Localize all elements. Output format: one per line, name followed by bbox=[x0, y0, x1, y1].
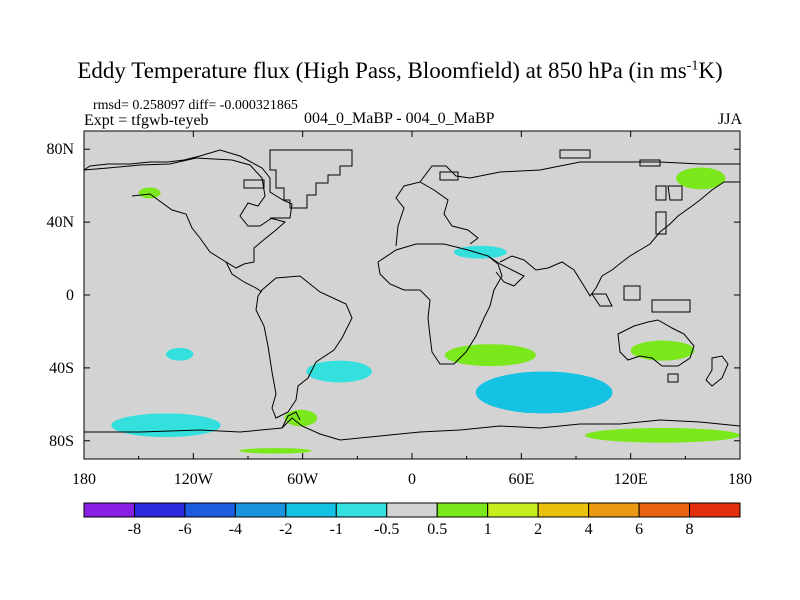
colorbar-swatch bbox=[588, 502, 640, 518]
colorbar-label: 6 bbox=[635, 521, 643, 538]
colorbar-swatch bbox=[285, 502, 337, 518]
region-australia-south-pos bbox=[630, 340, 695, 361]
colorbar-swatch bbox=[386, 502, 438, 518]
colorbar-label: -8 bbox=[128, 521, 141, 538]
x-tick-label: 180 bbox=[72, 471, 96, 488]
coastline-scandinavia bbox=[419, 165, 471, 183]
coastline-north-america-west bbox=[131, 193, 287, 269]
x-tick-label: 180 bbox=[728, 471, 752, 488]
coastline-africa bbox=[377, 243, 503, 365]
chart-title-superscript: -1 bbox=[686, 58, 699, 74]
colorbar-swatch bbox=[689, 502, 741, 518]
region-siberia-pos bbox=[676, 167, 726, 190]
region-antarctic-coast-pos bbox=[585, 428, 740, 443]
coastline-indonesia bbox=[591, 285, 691, 313]
coastline-north-america bbox=[83, 149, 293, 227]
region-s-pacific-neg bbox=[111, 413, 221, 438]
x-axis: 180 120W 60W 0 60E 120E 180 bbox=[72, 131, 752, 488]
coastline-arctic-islands bbox=[243, 149, 661, 189]
coastline-kamchatka bbox=[667, 185, 683, 201]
colorbar-label: 4 bbox=[585, 521, 593, 538]
coastline-south-america bbox=[255, 275, 353, 419]
region-s-indian-neg bbox=[475, 371, 613, 414]
y-tick-label: 80S bbox=[49, 433, 74, 450]
region-n-africa-neg bbox=[453, 245, 507, 259]
y-axis: 80N 40N 0 40S 80S bbox=[46, 141, 740, 450]
coastline-central-america bbox=[225, 261, 263, 293]
region-s-atlantic-neg bbox=[306, 360, 372, 383]
region-s-pacific-neg-small bbox=[166, 347, 194, 361]
experiment-label: Expt = tfgwb-teyeb bbox=[84, 112, 209, 129]
y-tick-label: 40N bbox=[46, 214, 74, 231]
coastline-europe bbox=[395, 181, 479, 247]
coastline-antarctic-peninsula bbox=[281, 411, 301, 429]
x-tick-label: 0 bbox=[408, 471, 416, 488]
x-tick-label: 60E bbox=[508, 471, 534, 488]
coastline-japan bbox=[655, 211, 667, 235]
colorbar-label: -1 bbox=[330, 521, 343, 538]
colorbar-label: -0.5 bbox=[374, 521, 399, 538]
colorbar: -8 -6 -4 -2 -1 -0.5 0.5 1 2 4 6 8 bbox=[83, 502, 741, 538]
colorbar-swatch bbox=[335, 502, 388, 518]
stats-readout: rmsd= 0.258097 diff= -0.000321865 bbox=[93, 98, 298, 113]
colorbar-label: 2 bbox=[534, 521, 542, 538]
chart-title: Eddy Temperature flux (High Pass, Bloomf… bbox=[0, 58, 800, 84]
colorbar-swatch bbox=[184, 502, 236, 518]
colorbar-label: 8 bbox=[686, 521, 694, 538]
x-tick-label: 120E bbox=[614, 471, 648, 488]
colorbar-label: 1 bbox=[484, 521, 492, 538]
colorbar-label: 0.5 bbox=[427, 521, 447, 538]
chart-title-unit-suffix: K) bbox=[698, 58, 723, 83]
colorbar-swatch bbox=[638, 502, 691, 518]
runs-label: 004_0_MaBP - 004_0_MaBP bbox=[304, 110, 495, 127]
colorbar-swatch bbox=[83, 502, 135, 518]
region-n-pacific-east-pos bbox=[138, 187, 161, 199]
x-tick-label: 120W bbox=[174, 471, 214, 488]
region-antarctica-lon0-pos bbox=[238, 448, 312, 454]
colorbar-label: -4 bbox=[229, 521, 242, 538]
coastline-arabia bbox=[487, 255, 525, 287]
y-tick-label: 80N bbox=[46, 141, 74, 158]
coastline-australia bbox=[617, 319, 695, 367]
colorbar-label: -2 bbox=[279, 521, 292, 538]
coastline-asia bbox=[469, 161, 740, 297]
season-label: JJA bbox=[717, 111, 742, 128]
coastlines bbox=[83, 149, 741, 441]
colorbar-swatch bbox=[133, 502, 186, 518]
colorbar-swatch bbox=[234, 502, 287, 518]
colorbar-swatch bbox=[436, 502, 489, 518]
coastline-new-zealand bbox=[705, 355, 729, 387]
y-tick-label: 40S bbox=[49, 360, 74, 377]
colorbar-swatch bbox=[487, 502, 539, 518]
coastline-greenland bbox=[269, 149, 353, 209]
region-s-indian-pos bbox=[444, 344, 536, 367]
chart-title-text: Eddy Temperature flux (High Pass, Bloomf… bbox=[77, 58, 687, 83]
x-tick-label: 60W bbox=[287, 471, 319, 488]
field-regions bbox=[84, 131, 740, 459]
field-background bbox=[84, 131, 740, 459]
coastline-antarctica bbox=[84, 417, 741, 441]
colorbar-label: -6 bbox=[178, 521, 191, 538]
y-tick-label: 0 bbox=[66, 287, 74, 304]
region-drake-passage-pos bbox=[284, 409, 318, 427]
coastline-tasmania bbox=[667, 373, 679, 383]
coastline-sakhalin bbox=[655, 185, 667, 201]
colorbar-swatch bbox=[537, 502, 590, 518]
